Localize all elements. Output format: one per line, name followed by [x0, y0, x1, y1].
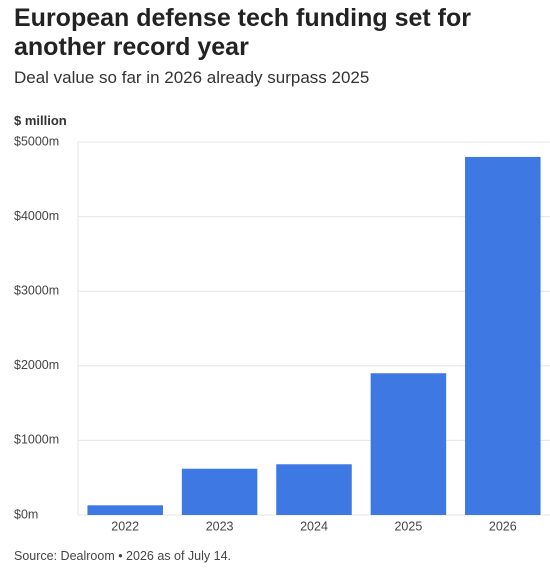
x-tick-label: 2025	[394, 519, 422, 533]
y-axis-label: $ million	[14, 113, 67, 128]
bar	[465, 156, 541, 516]
y-tick-label: $1000m	[14, 433, 59, 447]
y-tick-label: $4000m	[14, 209, 59, 223]
source-note: Source: Dealroom • 2026 as of July 14.	[14, 549, 231, 563]
bar	[181, 468, 258, 515]
y-tick-label: $3000m	[14, 283, 59, 297]
chart-title: European defense tech funding set for an…	[14, 4, 471, 61]
x-tick-label: 2023	[206, 519, 234, 533]
chart-subtitle: Deal value so far in 2026 already surpas…	[14, 68, 370, 87]
x-tick-label: 2026	[489, 519, 517, 533]
y-tick-label: $5000m	[14, 134, 59, 148]
y-tick-label: $2000m	[14, 358, 59, 372]
bar	[370, 373, 447, 515]
bar	[276, 464, 352, 515]
bar	[87, 505, 163, 515]
x-tick-label: 2024	[300, 519, 328, 533]
x-tick-label: 2022	[111, 519, 139, 533]
y-tick-label: $0m	[14, 507, 38, 521]
